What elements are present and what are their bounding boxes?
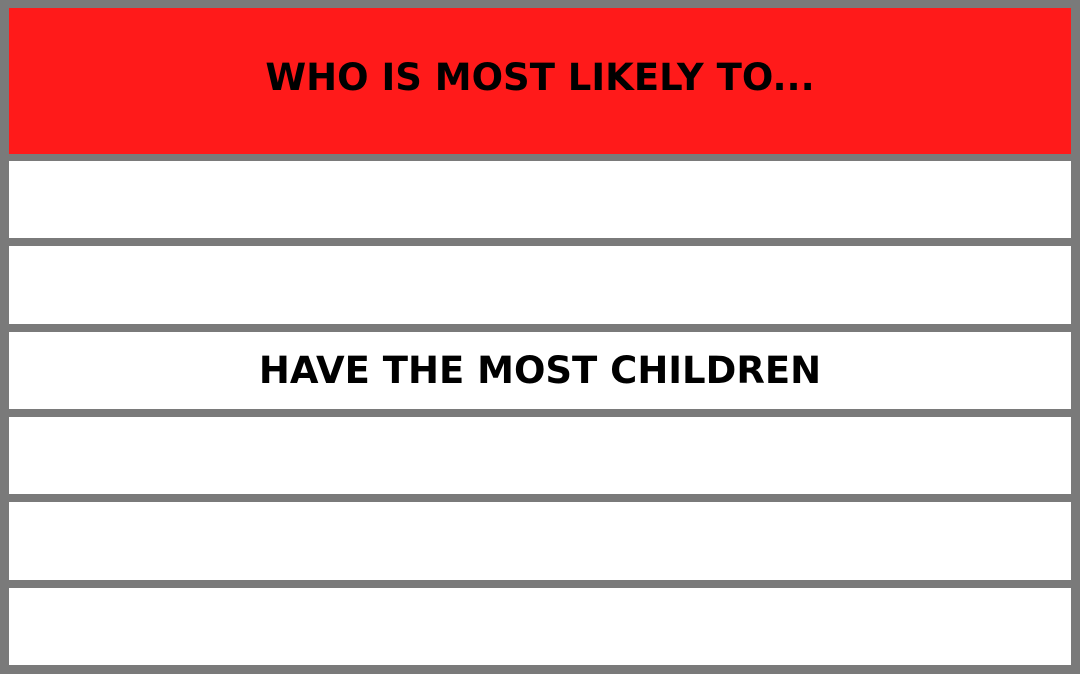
header-title: WHO IS MOST LIKELY TO...	[265, 55, 815, 99]
row-3: HAVE THE MOST CHILDREN	[9, 331, 1071, 409]
header-banner: WHO IS MOST LIKELY TO...	[9, 8, 1071, 154]
row-2	[9, 246, 1071, 324]
row-1	[9, 161, 1071, 239]
row-6	[9, 587, 1071, 665]
row-4	[9, 416, 1071, 495]
row-5	[9, 502, 1071, 580]
rows-list: HAVE THE MOST CHILDREN	[9, 161, 1071, 665]
row-text: HAVE THE MOST CHILDREN	[258, 348, 822, 392]
